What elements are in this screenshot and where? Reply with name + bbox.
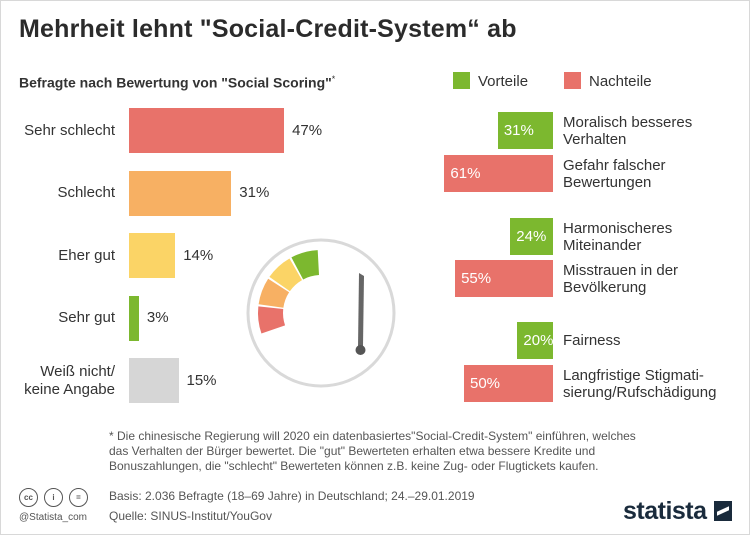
rating-value-label: 14% <box>183 246 214 264</box>
rating-bar <box>129 170 232 216</box>
legend-con-label: Nachteile <box>589 73 652 90</box>
pro-bar <box>517 322 553 359</box>
rating-bar <box>129 233 176 278</box>
pro-con-category-label: Fairness <box>563 332 621 349</box>
pro-con-category-label: Moralisch besseres Verhalten <box>563 113 693 148</box>
statista-logo-icon <box>714 501 732 521</box>
pro-con-value-label: 50% <box>470 374 501 392</box>
rating-category-label: Sehr gut <box>58 309 115 326</box>
footnote: * Die chinesische Regierung will 2020 ei… <box>109 429 636 473</box>
rating-category-label: Eher gut <box>58 246 115 264</box>
gauge-segment <box>258 278 290 308</box>
legend-con: Nachteile <box>564 72 652 90</box>
con-bar <box>455 260 553 297</box>
footnote-mark: * <box>331 74 336 84</box>
con-bar <box>464 365 553 402</box>
pro-con-value-label: 31% <box>503 121 534 139</box>
statista-logo[interactable]: statista <box>623 497 707 525</box>
rating-bar <box>129 358 179 403</box>
legend-pro: Vorteile <box>453 72 528 90</box>
rating-category-label: Weiß nicht/keine Angabe <box>24 362 115 398</box>
pro-con-category-label: Harmonischeres Miteinander <box>563 219 673 254</box>
rating-value-label: 31% <box>239 184 270 201</box>
statista-handle: @Statista_com <box>19 512 87 523</box>
legend-con-swatch <box>564 72 581 89</box>
source-note: Quelle: SINUS-Institut/YouGov <box>109 509 272 523</box>
basis-note: Basis: 2.036 Befragte (18–69 Jahre) in D… <box>109 489 475 503</box>
pro-con-category-label: Langfristige Stigmati-sierung/Rufschädig… <box>563 366 717 401</box>
by-icon: i <box>44 488 63 507</box>
pro-con-value-label: 61% <box>450 164 481 182</box>
legend-pro-swatch <box>453 72 470 89</box>
rating-value-label: 15% <box>186 371 217 389</box>
cc-icon: cc <box>19 488 38 507</box>
gauge-segment <box>291 250 320 280</box>
rating-value-label: 3% <box>146 309 169 326</box>
gauge-segment <box>258 306 286 334</box>
rating-bar <box>129 295 139 341</box>
legend-pro-label: Vorteile <box>478 73 529 90</box>
rating-bar <box>129 108 285 153</box>
chart-title: Mehrheit lehnt "Social-Credit-System“ ab <box>19 15 517 43</box>
pro-con-value-label: 55% <box>461 269 492 287</box>
pro-con-value-label: 24% <box>516 227 547 245</box>
rating-category-label: Sehr schlecht <box>24 121 115 139</box>
gauge-segment <box>269 258 302 292</box>
pro-bar <box>510 218 553 255</box>
pro-con-category-label: Gefahr falscher Bewertungen <box>563 156 666 191</box>
nd-icon: = <box>69 488 88 507</box>
pro-con-category-label: Misstrauen in der Bevölkerung <box>563 261 679 296</box>
rating-category-label: Schlecht <box>57 184 115 201</box>
pro-con-value-label: 20% <box>523 331 554 349</box>
gauge-icon <box>246 238 396 388</box>
con-bar <box>444 155 553 192</box>
chart-subtitle: Befragte nach Bewertung von "Social Scor… <box>19 74 336 91</box>
rating-value-label: 47% <box>292 121 323 139</box>
pro-bar <box>497 112 553 149</box>
